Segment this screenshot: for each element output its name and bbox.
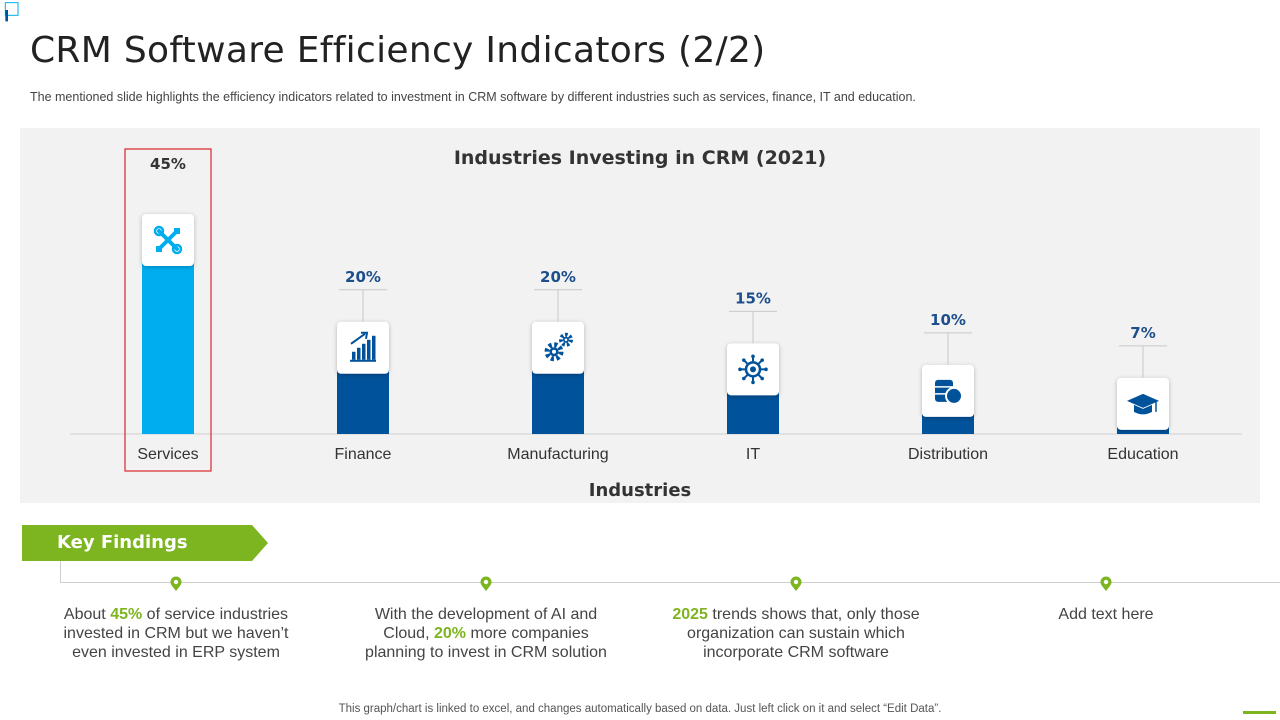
key-findings-title: Key Findings bbox=[57, 532, 188, 553]
category-label: Finance bbox=[335, 446, 392, 463]
value-label: 10% bbox=[930, 311, 966, 329]
finding-text: About 45% of service industries invested… bbox=[51, 605, 301, 662]
chart-panel[interactable]: Industries Investing in CRM (2021) 45% Se… bbox=[20, 128, 1260, 503]
gears-icon bbox=[544, 332, 573, 362]
footer-accent-bar bbox=[1243, 711, 1276, 714]
pin-icon bbox=[480, 576, 492, 591]
value-label: 15% bbox=[735, 289, 771, 307]
chart-title: Industries Investing in CRM (2021) bbox=[454, 147, 826, 169]
corner-mark bbox=[4, 2, 19, 22]
finding-post: of service industries invested in CRM bu… bbox=[63, 606, 289, 661]
pin-icon bbox=[170, 576, 182, 591]
x-axis-label: Industries bbox=[589, 480, 692, 501]
value-label: 7% bbox=[1130, 324, 1155, 342]
footer-note: This graph/chart is linked to excel, and… bbox=[338, 703, 942, 715]
finding-text: With the development of AI and Cloud, 20… bbox=[361, 605, 611, 662]
value-label: 20% bbox=[540, 268, 576, 286]
category-label: Manufacturing bbox=[507, 446, 608, 463]
tools-icon bbox=[153, 225, 183, 255]
graduation-cap-icon bbox=[1127, 393, 1159, 415]
finding-post: more companies planning to invest in CRM… bbox=[365, 625, 607, 661]
circuit-icon bbox=[738, 354, 768, 385]
finding-pre: Add text here bbox=[1058, 606, 1154, 623]
pin-icon bbox=[1100, 576, 1112, 591]
icon-tile-manufacturing bbox=[532, 321, 584, 374]
finding-post: trends shows that, only those organizati… bbox=[687, 606, 920, 661]
value-label: 20% bbox=[345, 268, 381, 286]
finding-highlight: 45% bbox=[110, 606, 143, 623]
highlight-box bbox=[124, 148, 212, 472]
finding-text: Add text here bbox=[981, 605, 1231, 624]
finding-pre: With the development of AI and Cloud, bbox=[374, 606, 598, 642]
category-label: Services bbox=[137, 446, 198, 463]
category-label: IT bbox=[746, 446, 760, 463]
bar-services[interactable] bbox=[142, 240, 194, 434]
timeline-line bbox=[60, 582, 1280, 583]
database-icon bbox=[935, 379, 963, 405]
finding-pre: About bbox=[63, 606, 111, 623]
key-findings-tab: Key Findings bbox=[22, 525, 268, 561]
bar-chart[interactable]: Industries Investing in CRM (2021) 45% Se… bbox=[20, 128, 1260, 503]
pin-icon bbox=[790, 576, 802, 591]
finding-text: 2025 trends shows that, only those organ… bbox=[671, 605, 921, 662]
category-label: Distribution bbox=[908, 446, 988, 463]
page-title: CRM Software Efficiency Indicators (2/2) bbox=[30, 30, 766, 71]
category-label: Education bbox=[1107, 446, 1178, 463]
value-label: 45% bbox=[150, 155, 186, 173]
finding-highlight: 20% bbox=[433, 625, 466, 642]
finding-highlight: 2025 bbox=[672, 606, 708, 623]
page-subtitle: The mentioned slide highlights the effic… bbox=[30, 90, 916, 104]
timeline-tick bbox=[60, 561, 61, 583]
bar-growth-icon bbox=[350, 331, 376, 362]
